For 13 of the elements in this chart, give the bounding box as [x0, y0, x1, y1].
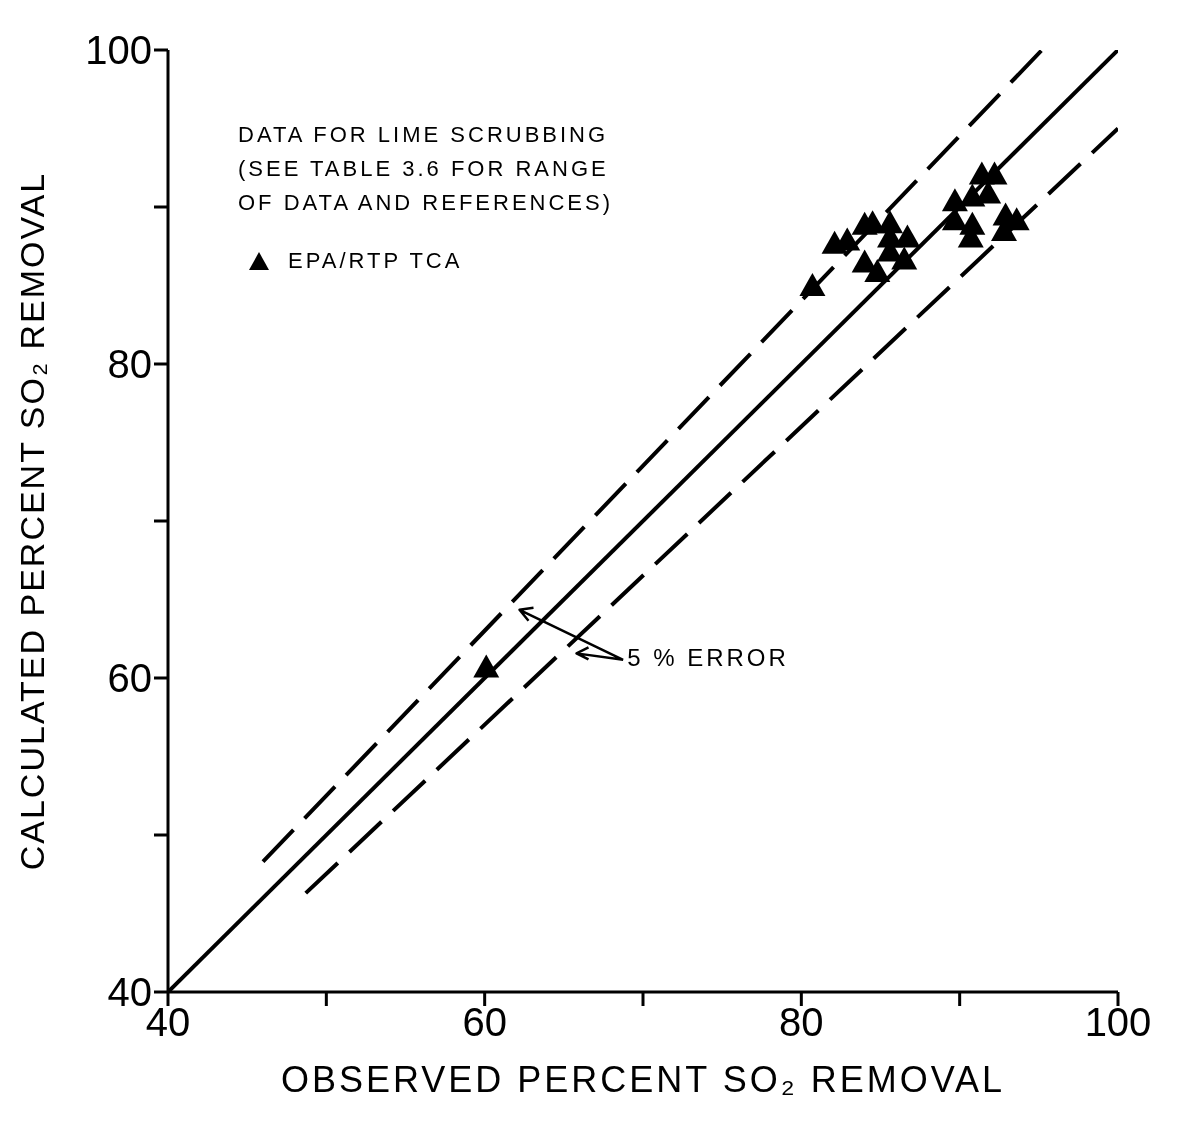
x-tick-label: 60: [462, 1000, 507, 1045]
legend-label: EPA/RTP TCA: [288, 248, 463, 274]
y-axis-title: CALCULATED PERCENT SO₂ REMOVAL: [13, 171, 52, 871]
x-tick-label: 80: [779, 1000, 824, 1045]
annotation: DATA FOR LIME SCRUBBING (SEE TABLE 3.6 FOR RANGE OF DATA AND REFERENCES): [238, 121, 614, 217]
point: [864, 258, 891, 282]
point: [894, 224, 921, 248]
y-tick-label: 100: [85, 28, 152, 73]
x-tick-label: 100: [1084, 1000, 1152, 1045]
y-tick-label: 80: [107, 342, 152, 387]
annotation: 5 % ERROR: [627, 643, 789, 672]
x-axis-title: OBSERVED PERCENT SO₂ REMOVAL: [280, 1059, 1006, 1100]
y-tick-label: 60: [107, 656, 152, 701]
